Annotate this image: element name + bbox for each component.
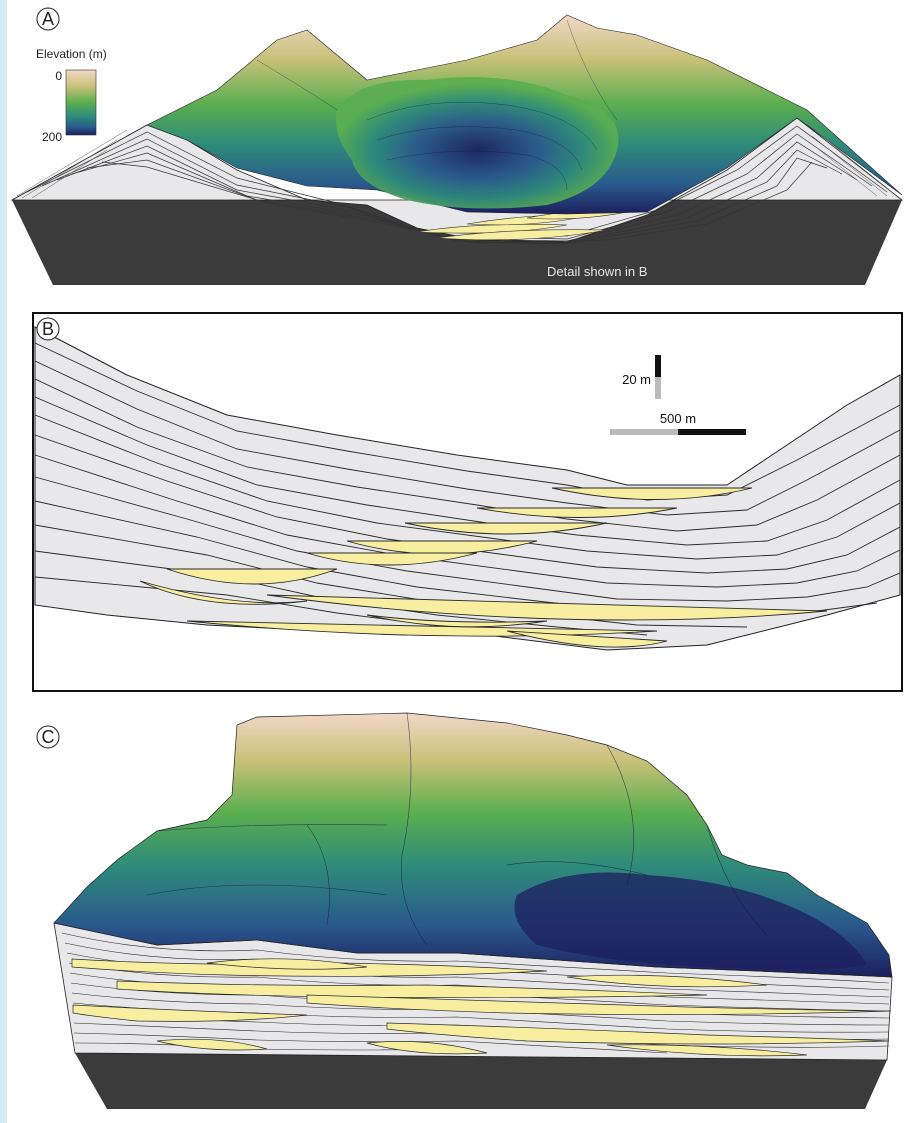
channel-fills-a [416, 209, 638, 241]
vertical-scale-label: 20 m [622, 372, 651, 387]
left-border-strip [0, 0, 7, 1123]
surface-contours-c [146, 712, 768, 946]
channel-band-10 [606, 1044, 808, 1057]
scale-bars: 20 m 500 m [610, 355, 746, 435]
channel-lens-7 [139, 580, 308, 605]
channel-fills-b [139, 487, 828, 648]
channel-band-6 [206, 958, 368, 970]
panel-c-figure: C [36, 712, 893, 1109]
panel-letter-c: C [42, 727, 55, 747]
channel-band-8 [366, 1041, 488, 1055]
surface-contours-a [256, 19, 618, 191]
channel-lens-10 [506, 630, 668, 648]
channel-fills-c [71, 958, 892, 1057]
panel-b: B 20 m 500 m [7, 305, 913, 697]
legend-top-value: 0 [55, 69, 62, 83]
base-block [12, 200, 902, 285]
right-basin-c [514, 872, 867, 970]
central-basin [336, 77, 619, 209]
horizontal-scale-label: 500 m [660, 411, 696, 426]
legend-bottom-value: 200 [42, 130, 62, 144]
legend-title: Elevation (m) [36, 47, 107, 61]
panel-letter-b: B [42, 319, 54, 339]
left-slope-lines [16, 129, 128, 199]
base-block-c [75, 1053, 887, 1109]
vertical-scale-bar-light [655, 377, 661, 399]
panel-label-c: C [36, 725, 60, 749]
channel-band-4 [72, 1004, 308, 1022]
detail-caption: Detail shown in B [547, 264, 647, 279]
horizontal-scale-bar-dark [678, 429, 746, 435]
channel-lens-1 [551, 487, 753, 500]
channel-lens-9 [186, 620, 658, 637]
panel-a: A Elevation (m) 0 200 Detail shown in B [7, 0, 913, 300]
elevation-legend: Elevation (m) 0 200 [36, 47, 107, 144]
channel-lens-2 [476, 507, 678, 518]
panel-letter-a: A [42, 9, 54, 29]
panel-label-a: A [36, 7, 60, 31]
panel-label-b: B [36, 317, 60, 341]
panel-b-figure: B 20 m 500 m [32, 312, 903, 692]
channel-lens-8 [266, 594, 828, 621]
vertical-scale-bar-dark [655, 355, 661, 377]
panel-a-figure: A Elevation (m) 0 200 Detail shown in B [10, 7, 904, 285]
channel-band-7 [156, 1038, 268, 1051]
channel-lens-5 [306, 552, 478, 566]
right-slope-lines [806, 123, 898, 197]
channel-band-3 [306, 994, 892, 1015]
channel-band-2 [116, 980, 708, 999]
channel-band-9 [566, 974, 768, 988]
legend-colorbar [65, 69, 97, 136]
horizontal-scale-bar-light [610, 429, 678, 435]
channel-lens-11 [366, 614, 548, 628]
panel-c: C [7, 705, 913, 1123]
channel-lens-3 [404, 522, 608, 535]
channel-lens-6 [166, 568, 338, 585]
channel-band-5 [386, 1022, 890, 1045]
